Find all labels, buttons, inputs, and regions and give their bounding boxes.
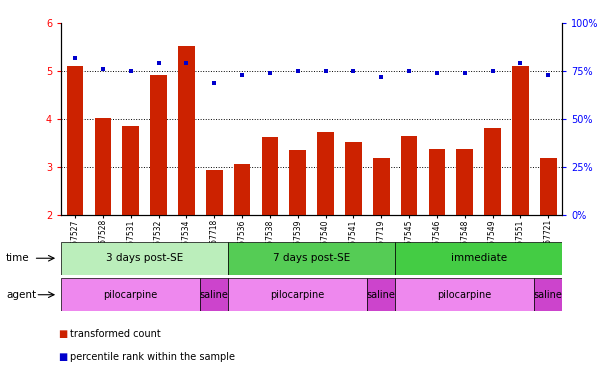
Bar: [290, 150, 306, 215]
Bar: [262, 137, 278, 215]
Bar: [95, 118, 111, 215]
Point: [126, 68, 136, 74]
Point: [181, 60, 191, 66]
Bar: [540, 158, 557, 215]
Bar: [428, 149, 445, 215]
Point: [153, 60, 163, 66]
Point: [376, 74, 386, 80]
Point: [98, 66, 108, 72]
Bar: [178, 46, 195, 215]
Bar: [317, 132, 334, 215]
Bar: [67, 66, 83, 215]
Text: saline: saline: [534, 290, 563, 300]
Point: [488, 68, 497, 74]
Point: [516, 60, 525, 66]
Point: [321, 68, 331, 74]
Bar: [122, 126, 139, 215]
Text: pilocarpine: pilocarpine: [437, 290, 492, 300]
Point: [293, 68, 302, 74]
Text: pilocarpine: pilocarpine: [271, 290, 325, 300]
Bar: [401, 136, 417, 215]
Text: time: time: [6, 253, 30, 263]
Point: [404, 68, 414, 74]
Bar: [512, 66, 529, 215]
Text: transformed count: transformed count: [70, 329, 161, 339]
Point: [265, 70, 275, 76]
Text: percentile rank within the sample: percentile rank within the sample: [70, 352, 235, 362]
Bar: [367, 278, 395, 311]
Bar: [345, 142, 362, 215]
Text: 3 days post-SE: 3 days post-SE: [106, 253, 183, 263]
Point: [432, 70, 442, 76]
Point: [543, 72, 553, 78]
Bar: [534, 278, 562, 311]
Bar: [150, 75, 167, 215]
Text: 7 days post-SE: 7 days post-SE: [273, 253, 350, 263]
Text: saline: saline: [367, 290, 396, 300]
Text: ■: ■: [58, 329, 67, 339]
Bar: [228, 278, 367, 311]
Point: [237, 72, 247, 78]
Bar: [233, 164, 251, 215]
Text: pilocarpine: pilocarpine: [103, 290, 158, 300]
Text: agent: agent: [6, 290, 36, 300]
Text: ■: ■: [58, 352, 67, 362]
Text: saline: saline: [200, 290, 229, 300]
Bar: [228, 242, 395, 275]
Text: immediate: immediate: [450, 253, 507, 263]
Bar: [395, 278, 534, 311]
Bar: [206, 170, 222, 215]
Point: [210, 79, 219, 86]
Point: [460, 70, 470, 76]
Bar: [373, 158, 390, 215]
Bar: [484, 127, 501, 215]
Bar: [456, 149, 473, 215]
Point: [348, 68, 358, 74]
Point: [70, 55, 80, 61]
Bar: [61, 242, 228, 275]
Bar: [61, 278, 200, 311]
Bar: [200, 278, 228, 311]
Bar: [395, 242, 562, 275]
